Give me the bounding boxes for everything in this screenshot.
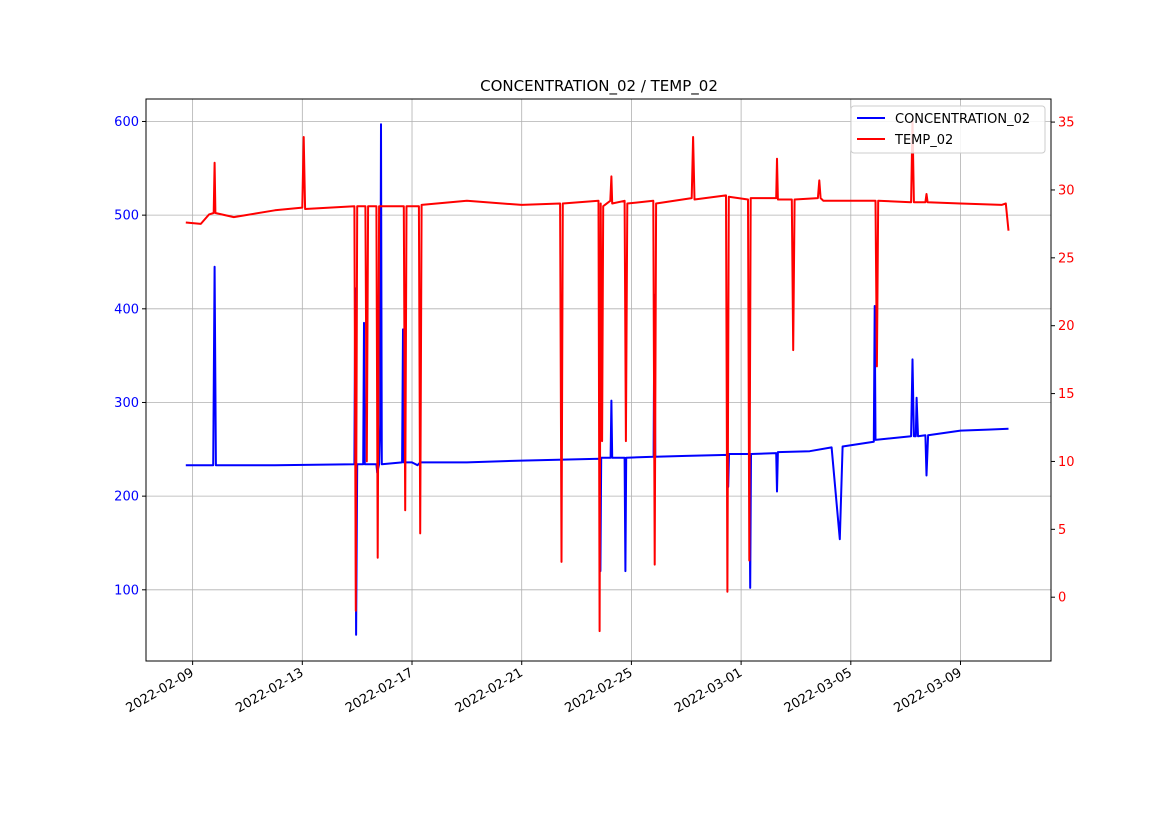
- chart-title: CONCENTRATION_02 / TEMP_02: [480, 77, 718, 96]
- right-y-tick-label: 5: [1058, 523, 1066, 538]
- right-y-tick-label: 20: [1058, 319, 1075, 334]
- x-tick-label: 2022-02-13: [233, 665, 306, 716]
- series-line-temp_02: [185, 119, 1010, 633]
- left-y-tick-label: 500: [114, 209, 139, 224]
- legend: CONCENTRATION_02 TEMP_02: [850, 105, 1046, 154]
- x-tick-label: 2022-03-05: [782, 665, 855, 716]
- right-y-tick-label: 0: [1058, 591, 1066, 606]
- left-y-tick-label: 300: [114, 396, 139, 411]
- left-y-tick-label: 600: [114, 115, 139, 130]
- plot-frame: [145, 98, 1052, 662]
- left-y-tick-label: 400: [114, 302, 139, 317]
- series-line-concentration_02: [185, 123, 1009, 636]
- x-tick-label: 2022-02-09: [124, 665, 197, 716]
- left-y-axis: 100 200 300 400 500 600: [114, 115, 146, 598]
- legend-box: [850, 105, 1046, 154]
- left-y-tick-label: 200: [114, 490, 139, 505]
- right-y-tick-label: 30: [1058, 183, 1075, 198]
- x-tick-label: 2022-03-09: [892, 665, 965, 716]
- legend-label-concentration: CONCENTRATION_02: [895, 112, 1030, 127]
- right-y-tick-label: 35: [1058, 116, 1075, 131]
- x-tick-label: 2022-03-01: [672, 665, 745, 716]
- x-tick-label: 2022-02-17: [343, 665, 416, 716]
- x-tick-label: 2022-02-21: [453, 665, 526, 716]
- legend-label-temp: TEMP_02: [894, 133, 953, 148]
- x-axis: 2022-02-09 2022-02-13 2022-02-17 2022-02-21…: [124, 661, 965, 716]
- right-y-tick-label: 15: [1058, 387, 1075, 402]
- right-y-tick-label: 10: [1058, 455, 1075, 470]
- left-y-tick-label: 100: [114, 583, 139, 598]
- right-y-axis: 0 5 10 15 20 25 30 35: [1051, 116, 1075, 606]
- x-tick-label: 2022-02-25: [562, 665, 635, 716]
- right-y-tick-label: 25: [1058, 251, 1075, 266]
- series-lines: [185, 119, 1010, 636]
